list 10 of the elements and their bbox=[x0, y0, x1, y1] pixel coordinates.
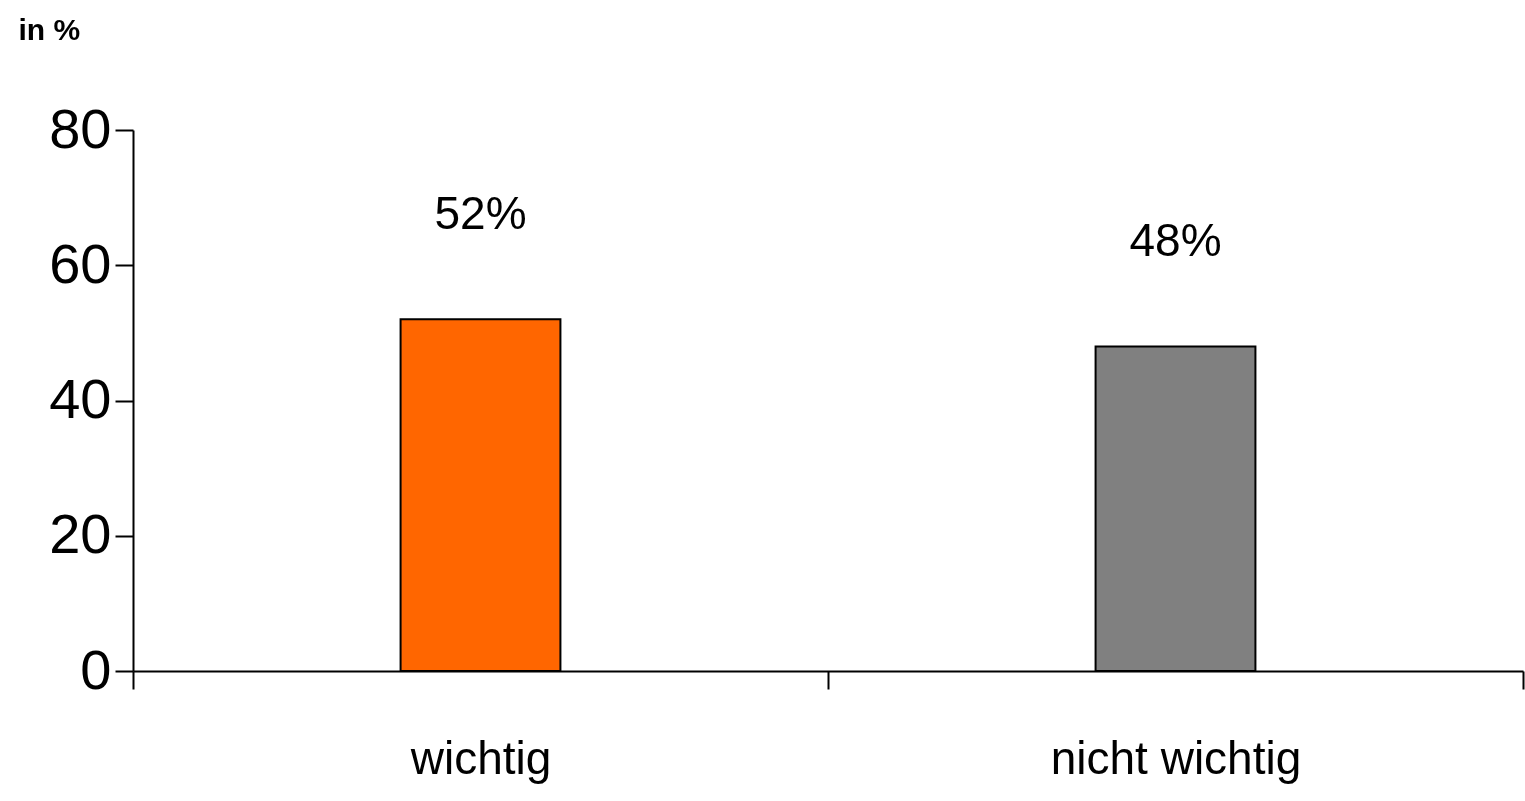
data-label: 52% bbox=[434, 187, 527, 240]
x-tick-label: nicht wichtig bbox=[1050, 731, 1302, 784]
y-tick-label: 40 bbox=[49, 367, 112, 430]
y-tick-label: 0 bbox=[80, 637, 112, 701]
y-tick-label: 60 bbox=[49, 231, 112, 295]
x-tick-label: wichtig bbox=[409, 731, 552, 784]
data-label: 48% bbox=[1129, 214, 1222, 267]
y-tick-label: 20 bbox=[49, 502, 112, 566]
y-axis-title: in % bbox=[18, 12, 81, 46]
y-tick-label: 80 bbox=[49, 96, 112, 160]
